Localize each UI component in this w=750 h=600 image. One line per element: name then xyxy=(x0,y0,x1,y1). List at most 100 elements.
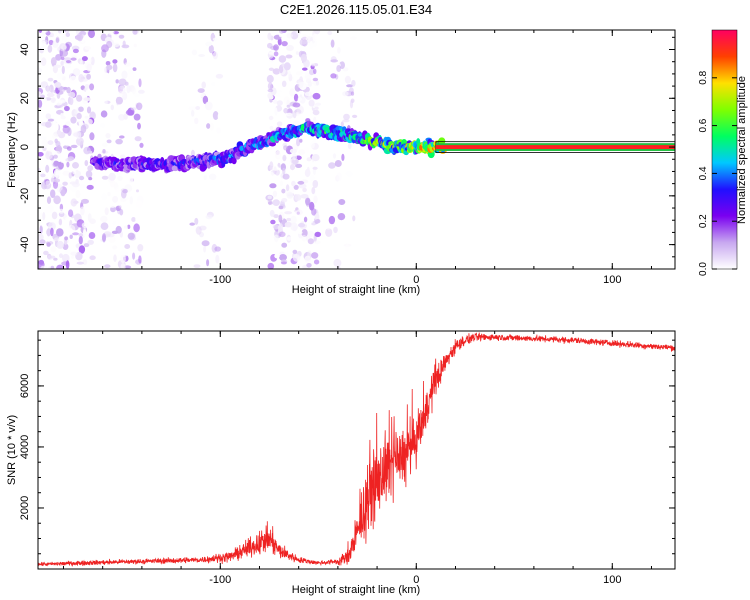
heat-cell xyxy=(52,133,57,139)
heat-cell xyxy=(84,46,92,50)
heat-cell xyxy=(55,122,59,131)
heat-cell xyxy=(282,154,287,162)
heat-cell xyxy=(267,88,274,93)
heat-cell xyxy=(346,238,350,244)
colorbar: 0.0 0.2 0.4 0.6 0.8 Normalized spectral ampl… xyxy=(698,29,748,276)
heat-cell xyxy=(44,208,51,214)
heat-cell xyxy=(342,91,349,97)
colorbar-tick-label: 0.8 xyxy=(698,70,709,84)
heat-cell xyxy=(278,55,287,63)
heat-cell xyxy=(89,78,94,83)
heat-cell xyxy=(120,263,126,269)
heat-cell xyxy=(210,78,217,84)
heat-cell xyxy=(137,244,144,252)
heat-cell xyxy=(60,49,69,57)
heat-cell xyxy=(56,240,65,249)
heat-cell xyxy=(312,109,320,116)
heat-cell xyxy=(212,37,218,42)
heat-cell xyxy=(54,237,60,242)
heat-cell xyxy=(133,43,137,48)
snr-y-label: SNR (10 * v/v) xyxy=(6,415,18,485)
heat-cell xyxy=(54,170,61,176)
y-tick-label: 0 xyxy=(19,144,31,150)
heat-cell xyxy=(68,172,73,179)
heat-cell xyxy=(286,104,291,108)
heat-cell xyxy=(325,225,332,230)
heat-cell xyxy=(67,93,75,97)
heat-cell xyxy=(130,107,137,111)
snr-y-axis: 2000 4000 6000 xyxy=(19,339,675,570)
heat-cell xyxy=(303,216,308,223)
heat-cell xyxy=(49,255,56,259)
heat-cell xyxy=(64,105,70,112)
heat-cell xyxy=(57,30,62,34)
heat-cell xyxy=(330,39,335,48)
heat-cell xyxy=(197,88,205,93)
heat-cell xyxy=(313,240,321,245)
heat-cell xyxy=(54,81,62,88)
heat-cell xyxy=(312,180,319,188)
heat-cell xyxy=(300,39,308,45)
heat-cell xyxy=(313,195,318,204)
heat-cell xyxy=(106,40,113,49)
spectrogram-frame xyxy=(37,29,676,270)
snr-x-label: Height of straight line (km) xyxy=(292,584,420,596)
y-tick-label: -40 xyxy=(19,237,31,253)
heat-cell xyxy=(106,64,113,70)
heat-cell xyxy=(293,93,299,102)
heat-cell xyxy=(292,249,298,254)
heat-cell xyxy=(78,106,84,112)
heat-cell xyxy=(272,190,278,198)
heat-cell xyxy=(194,217,199,225)
heat-cell xyxy=(190,149,195,157)
heat-cell xyxy=(118,205,122,209)
heat-cell xyxy=(199,93,206,98)
heat-cell xyxy=(270,219,276,225)
heat-cell xyxy=(66,146,72,151)
heat-cell xyxy=(134,136,142,142)
heat-cell xyxy=(336,65,342,72)
heat-cell xyxy=(202,95,209,105)
heat-cell xyxy=(123,225,128,229)
heat-cell xyxy=(120,254,126,264)
heat-cell xyxy=(70,116,77,124)
y-tick-label: -20 xyxy=(19,188,31,204)
heat-cell xyxy=(285,184,290,192)
heat-cell xyxy=(38,30,42,33)
heat-cell xyxy=(332,153,337,159)
colorbar-label: Normalized spectral amplitude xyxy=(736,76,748,224)
heat-cell xyxy=(137,122,141,130)
heat-cell xyxy=(38,167,41,172)
heat-cell xyxy=(297,230,303,235)
heat-cell xyxy=(315,80,320,86)
heat-cell xyxy=(290,215,297,224)
y-tick-label: 2000 xyxy=(19,496,31,520)
heat-cell xyxy=(67,127,72,137)
colorbar-tick-label: 0.4 xyxy=(698,166,709,180)
heat-cell xyxy=(301,234,307,242)
heat-cell xyxy=(69,86,76,90)
heat-cell xyxy=(314,30,321,35)
heat-cell xyxy=(133,93,141,97)
heat-cell xyxy=(100,215,108,223)
heat-cell xyxy=(117,175,123,181)
heat-cell xyxy=(293,171,300,181)
heat-cell xyxy=(107,30,115,36)
heat-cell xyxy=(315,102,322,106)
heat-cell xyxy=(206,123,211,129)
heat-cell xyxy=(81,198,89,204)
heat-cell xyxy=(82,259,88,265)
heat-cell xyxy=(89,132,95,141)
heat-cell xyxy=(297,180,305,185)
heat-cell xyxy=(171,165,180,172)
heat-cell xyxy=(300,53,307,63)
heat-cell xyxy=(38,54,43,60)
heat-cell xyxy=(281,80,287,88)
heat-cell xyxy=(60,189,66,197)
heat-cell xyxy=(50,189,56,198)
heat-cell xyxy=(139,142,144,148)
heat-cell xyxy=(48,39,54,46)
heat-cell xyxy=(203,245,207,253)
heat-cell xyxy=(272,68,281,75)
heat-cell xyxy=(50,227,54,237)
